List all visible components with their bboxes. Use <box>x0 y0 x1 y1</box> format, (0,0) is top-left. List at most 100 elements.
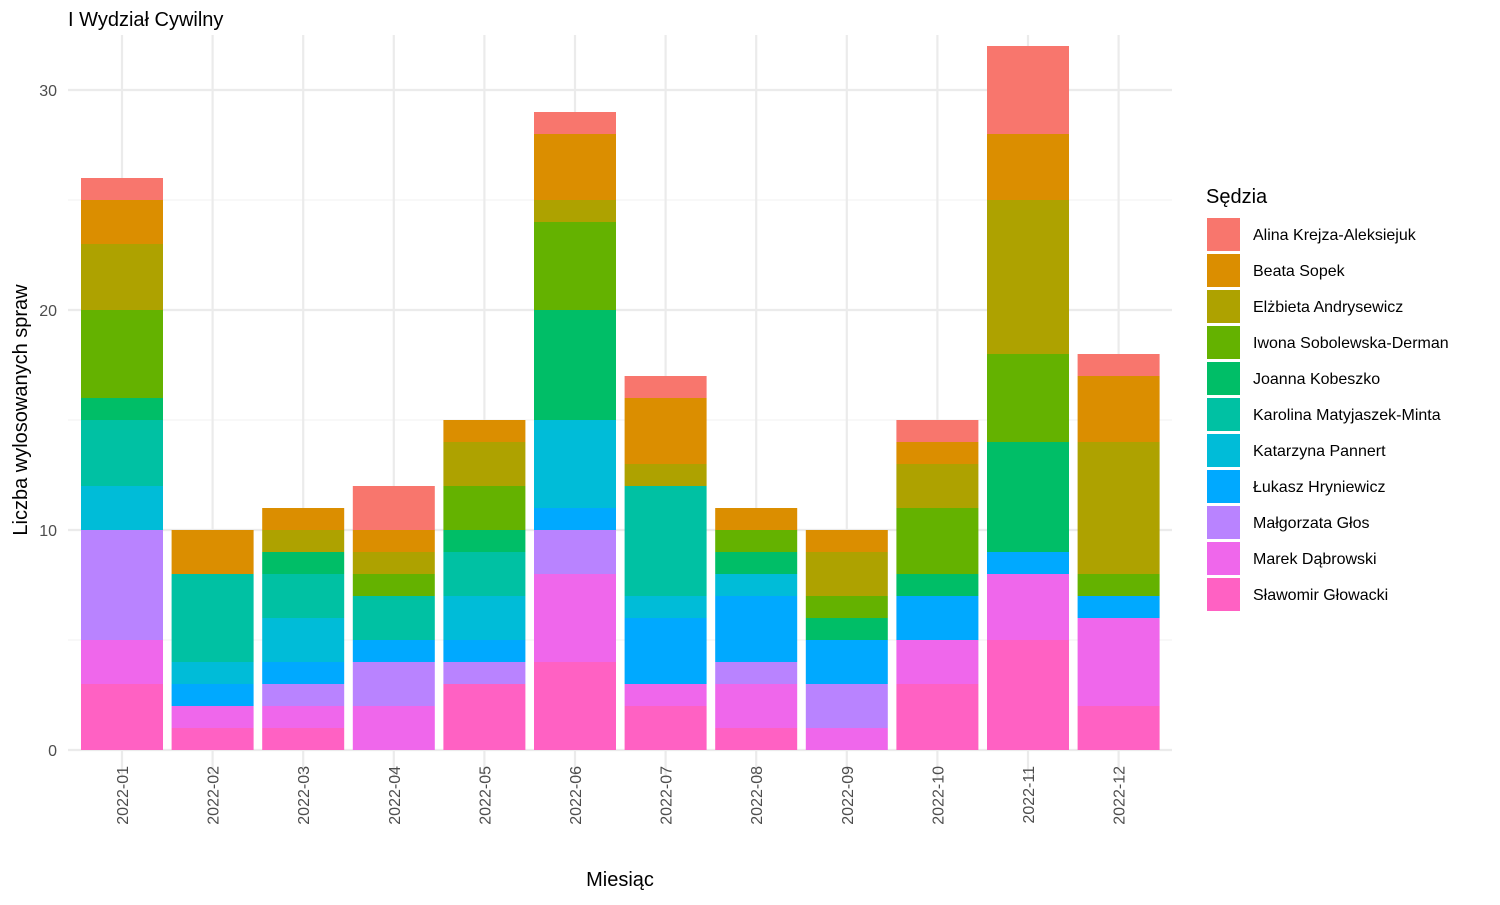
bar-segment: Katarzyna Pannert · 2022-05: 2 <box>443 596 526 640</box>
y-tick-label: 10 <box>39 523 57 540</box>
bar-segment: Małgorzata Głos · 2022-08: 1 <box>715 662 798 684</box>
bar-segment: Elżbieta Andrysewicz · 2022-05: 2 <box>443 442 526 486</box>
bar-segment: Marek Dąbrowski · 2022-11: 3 <box>987 574 1069 640</box>
legend: Sędzia Alina Krejza-Aleksiejuk Beata Sope… <box>1206 186 1449 611</box>
bar-segment: Łukasz Hryniewicz · 2022-03: 1 <box>262 662 345 684</box>
bar-segment: Łukasz Hryniewicz · 2022-06: 1 <box>534 508 616 530</box>
legend-title: Sędzia <box>1206 186 1268 208</box>
bar-segment: Sławomir Głowacki · 2022-02: 1 <box>171 728 254 750</box>
bar-segment: Beata Sopek · 2022-09: 1 <box>805 530 888 552</box>
legend-swatch <box>1207 362 1240 395</box>
bar-segment: Sławomir Głowacki · 2022-10: 3 <box>896 684 979 750</box>
bar-segment: Elżbieta Andrysewicz · 2022-04: 1 <box>352 552 435 574</box>
bar-segment: Łukasz Hryniewicz · 2022-07: 3 <box>624 618 707 684</box>
bar-segment: Alina Krejza-Aleksiejuk · 2022-06: 1 <box>534 112 616 134</box>
bar-segment: Beata Sopek · 2022-07: 3 <box>624 398 707 464</box>
bar-segment: Beata Sopek · 2022-01: 2 <box>81 200 163 244</box>
bars-layer: Sławomir Głowacki · 2022-01: 3 Marek Dąbr… <box>81 46 1160 750</box>
legend-items: Alina Krejza-Aleksiejuk Beata Sopek Elżbie… <box>1207 218 1449 611</box>
bar-segment: Alina Krejza-Aleksiejuk · 2022-10: 1 <box>896 420 979 442</box>
legend-swatch <box>1207 506 1240 539</box>
legend-swatch <box>1207 326 1240 359</box>
x-tick-label: 2022-09 <box>840 766 857 825</box>
bar-segment: Łukasz Hryniewicz · 2022-12: 1 <box>1077 596 1160 618</box>
bar-segment: Elżbieta Andrysewicz · 2022-03: 1 <box>262 530 345 552</box>
bar-segment: Katarzyna Pannert · 2022-02: 1 <box>171 662 254 684</box>
bar-segment: Joanna Kobeszko · 2022-09: 1 <box>805 618 888 640</box>
bar-segment: Beata Sopek · 2022-06: 3 <box>534 134 616 200</box>
x-tick-label: 2022-08 <box>749 766 766 825</box>
bar-segment: Małgorzata Głos · 2022-04: 2 <box>352 662 435 706</box>
bar-segment: Karolina Matyjaszek-Minta · 2022-03: 2 <box>262 574 345 618</box>
bar-segment: Sławomir Głowacki · 2022-06: 4 <box>534 662 616 750</box>
bar-segment: Beata Sopek · 2022-10: 1 <box>896 442 979 464</box>
bar-segment: Katarzyna Pannert · 2022-03: 2 <box>262 618 345 662</box>
x-tick-label: 2022-05 <box>477 766 494 825</box>
legend-swatch <box>1207 542 1240 575</box>
y-tick-label: 30 <box>39 83 57 100</box>
bar-segment: Elżbieta Andrysewicz · 2022-11: 7 <box>987 200 1069 354</box>
x-axis-title: Miesiąc <box>586 869 654 891</box>
bar-segment: Łukasz Hryniewicz · 2022-10: 2 <box>896 596 979 640</box>
axis-layer: 0 10 20 30 2022-01 2022-02 2022-03 2022-04 2022-… <box>39 83 1128 825</box>
y-tick-label: 0 <box>48 743 57 760</box>
bar-segment: Iwona Sobolewska-Derman · 2022-10: 3 <box>896 508 979 574</box>
bar-segment: Beata Sopek · 2022-02: 2 <box>171 530 254 574</box>
bar-segment: Joanna Kobeszko · 2022-06: 5 <box>534 310 616 420</box>
bar-segment: Karolina Matyjaszek-Minta · 2022-01: 3 <box>81 420 163 486</box>
legend-label: Joanna Kobeszko <box>1253 371 1380 388</box>
legend-label: Iwona Sobolewska-Derman <box>1253 335 1449 352</box>
bar-segment: Elżbieta Andrysewicz · 2022-06: 1 <box>534 200 616 222</box>
bar-segment: Alina Krejza-Aleksiejuk · 2022-07: 1 <box>624 376 707 398</box>
bar-segment: Marek Dąbrowski · 2022-12: 4 <box>1077 618 1160 706</box>
bar-segment: Łukasz Hryniewicz · 2022-02: 1 <box>171 684 254 706</box>
x-tick-label: 2022-02 <box>206 766 223 825</box>
y-axis-title: Liczba wylosowanych spraw <box>10 284 32 536</box>
bar-segment: Elżbieta Andrysewicz · 2022-01: 3 <box>81 244 163 310</box>
legend-label: Karolina Matyjaszek-Minta <box>1253 407 1441 424</box>
bar-segment: Joanna Kobeszko · 2022-10: 1 <box>896 574 979 596</box>
bar-segment: Iwona Sobolewska-Derman · 2022-08: 1 <box>715 530 798 552</box>
x-tick-label: 2022-01 <box>115 766 132 825</box>
bar-segment: Łukasz Hryniewicz · 2022-05: 1 <box>443 640 526 662</box>
bar-segment: Joanna Kobeszko · 2022-03: 1 <box>262 552 345 574</box>
bar-segment: Sławomir Głowacki · 2022-01: 3 <box>81 684 163 750</box>
legend-label: Marek Dąbrowski <box>1253 551 1377 568</box>
bar-segment: Marek Dąbrowski · 2022-09: 1 <box>805 728 888 750</box>
x-tick-label: 2022-03 <box>296 766 313 825</box>
bar-segment: Iwona Sobolewska-Derman · 2022-09: 1 <box>805 596 888 618</box>
bar-segment: Łukasz Hryniewicz · 2022-04: 1 <box>352 640 435 662</box>
bar-segment: Joanna Kobeszko · 2022-11: 5 <box>987 442 1069 552</box>
bar-segment: Katarzyna Pannert · 2022-08: 1 <box>715 574 798 596</box>
bar-segment: Łukasz Hryniewicz · 2022-08: 3 <box>715 596 798 662</box>
bar-segment: Marek Dąbrowski · 2022-10: 2 <box>896 640 979 684</box>
bar-segment: Karolina Matyjaszek-Minta · 2022-04: 2 <box>352 596 435 640</box>
bar-segment: Beata Sopek · 2022-04: 1 <box>352 530 435 552</box>
bar-segment: Marek Dąbrowski · 2022-06: 4 <box>534 574 616 662</box>
bar-segment: Alina Krejza-Aleksiejuk · 2022-12: 1 <box>1077 354 1160 376</box>
legend-swatch <box>1207 218 1240 251</box>
bar-segment: Sławomir Głowacki · 2022-12: 2 <box>1077 706 1160 750</box>
legend-label: Małgorzata Głos <box>1253 515 1370 532</box>
bar-segment: Marek Dąbrowski · 2022-02: 1 <box>171 706 254 728</box>
legend-swatch <box>1207 578 1240 611</box>
legend-label: Katarzyna Pannert <box>1253 443 1386 460</box>
bar-segment: Elżbieta Andrysewicz · 2022-07: 1 <box>624 464 707 486</box>
x-tick-label: 2022-06 <box>568 766 585 825</box>
bar-segment: Karolina Matyjaszek-Minta · 2022-02: 4 <box>171 574 254 662</box>
bar-segment: Elżbieta Andrysewicz · 2022-10: 2 <box>896 464 979 508</box>
bar-segment: Sławomir Głowacki · 2022-05: 3 <box>443 684 526 750</box>
legend-swatch <box>1207 254 1240 287</box>
legend-label: Beata Sopek <box>1253 263 1346 280</box>
bar-segment: Małgorzata Głos · 2022-03: 1 <box>262 684 345 706</box>
bar-segment: Sławomir Głowacki · 2022-07: 2 <box>624 706 707 750</box>
bar-segment: Karolina Matyjaszek-Minta · 2022-05: 2 <box>443 552 526 596</box>
bar-segment: Marek Dąbrowski · 2022-08: 2 <box>715 684 798 728</box>
bar-segment: Iwona Sobolewska-Derman · 2022-11: 4 <box>987 354 1069 442</box>
x-tick-label: 2022-07 <box>659 766 676 825</box>
legend-swatch <box>1207 398 1240 431</box>
bar-segment: Sławomir Głowacki · 2022-03: 1 <box>262 728 345 750</box>
bar-segment: Alina Krejza-Aleksiejuk · 2022-01: 1 <box>81 178 163 200</box>
bar-segment: Beata Sopek · 2022-05: 1 <box>443 420 526 442</box>
